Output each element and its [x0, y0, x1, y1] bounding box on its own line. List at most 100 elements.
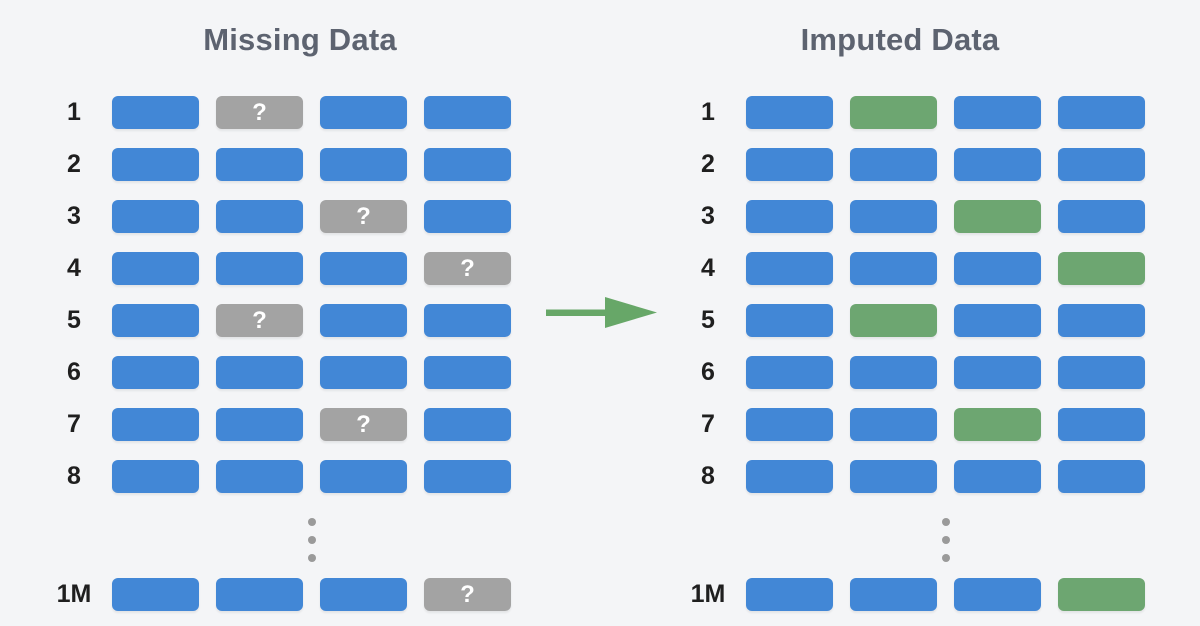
cell-observed — [1058, 96, 1145, 129]
cell-observed — [112, 252, 199, 285]
cell-observed — [320, 252, 407, 285]
cell-observed — [850, 200, 937, 233]
cell-observed — [320, 578, 407, 611]
cell-observed — [112, 96, 199, 129]
data-row-8: 8 — [680, 460, 1162, 493]
cell-missing: ? — [320, 200, 407, 233]
cell-observed — [112, 200, 199, 233]
cell-observed — [216, 460, 303, 493]
row-label: 1 — [701, 98, 715, 126]
cell-observed — [850, 252, 937, 285]
cell-observed — [850, 356, 937, 389]
ellipsis-dot — [307, 554, 316, 562]
cell-observed — [1058, 408, 1145, 441]
cell-observed — [954, 96, 1041, 129]
row-label: 7 — [67, 410, 81, 438]
cell-observed — [746, 200, 833, 233]
cell-observed — [746, 578, 833, 611]
cell-observed — [746, 304, 833, 337]
cell-observed — [850, 460, 937, 493]
cell-observed — [954, 356, 1041, 389]
cell-observed — [850, 148, 937, 181]
data-row-1M: 1M — [680, 578, 1162, 611]
row-label: 1M — [56, 580, 92, 608]
cell-observed — [954, 460, 1041, 493]
cell-observed — [216, 578, 303, 611]
cell-observed — [216, 252, 303, 285]
cell-observed — [424, 200, 511, 233]
cell-observed — [850, 578, 937, 611]
row-label: 4 — [701, 254, 715, 282]
cell-observed — [112, 304, 199, 337]
data-row-6: 6 — [680, 356, 1162, 389]
cell-observed — [216, 200, 303, 233]
data-row-4: 4? — [46, 252, 528, 285]
cell-observed — [112, 356, 199, 389]
ellipsis-dot — [941, 536, 950, 544]
cell-observed — [112, 578, 199, 611]
cell-observed — [746, 356, 833, 389]
row-label: 3 — [67, 202, 81, 230]
data-row-7: 7? — [46, 408, 528, 441]
data-row-6: 6 — [46, 356, 528, 389]
cell-observed — [746, 252, 833, 285]
row-label: 6 — [701, 358, 715, 386]
cell-missing: ? — [216, 96, 303, 129]
data-row-4: 4 — [680, 252, 1162, 285]
cell-missing: ? — [424, 578, 511, 611]
data-row-3: 3? — [46, 200, 528, 233]
cell-observed — [320, 356, 407, 389]
cell-observed — [424, 460, 511, 493]
cell-imputed — [1058, 578, 1145, 611]
cell-imputed — [954, 200, 1041, 233]
data-row-1: 1 — [680, 96, 1162, 129]
ellipsis-dot — [307, 518, 316, 526]
cell-observed — [216, 356, 303, 389]
cell-observed — [112, 408, 199, 441]
missing-data-panel: Missing Data 1? 2 3? 4? 5? 6 7? 8 1M? — [46, 22, 528, 611]
cell-observed — [746, 460, 833, 493]
data-row-7: 7 — [680, 408, 1162, 441]
row-label: 7 — [701, 410, 715, 438]
cell-observed — [424, 304, 511, 337]
imputed-data-panel: Imputed Data 1 2 3 4 5 6 7 8 1M — [600, 0, 1200, 626]
data-row-1: 1? — [46, 96, 528, 129]
row-ellipsis — [680, 512, 1145, 578]
cell-imputed — [850, 96, 937, 129]
ellipsis-dot — [941, 518, 950, 526]
data-row-2: 2 — [680, 148, 1162, 181]
imputed-data-grid: 1 2 3 4 5 6 7 8 1M — [680, 96, 1162, 626]
data-row-3: 3 — [680, 200, 1162, 233]
cell-observed — [1058, 460, 1145, 493]
cell-observed — [424, 408, 511, 441]
cell-observed — [320, 96, 407, 129]
cell-observed — [1058, 356, 1145, 389]
cell-imputed — [1058, 252, 1145, 285]
cell-observed — [1058, 148, 1145, 181]
cell-observed — [1058, 200, 1145, 233]
cell-missing: ? — [216, 304, 303, 337]
data-row-5: 5? — [46, 304, 528, 337]
cell-observed — [954, 252, 1041, 285]
cell-observed — [1058, 304, 1145, 337]
cell-observed — [112, 460, 199, 493]
row-ellipsis — [46, 512, 511, 578]
data-row-8: 8 — [46, 460, 528, 493]
ellipsis-dot — [307, 536, 316, 544]
ellipsis-dot — [941, 554, 950, 562]
cell-missing: ? — [320, 408, 407, 441]
row-label: 3 — [701, 202, 715, 230]
cell-observed — [216, 148, 303, 181]
data-row-2: 2 — [46, 148, 528, 181]
cell-observed — [746, 408, 833, 441]
cell-observed — [424, 148, 511, 181]
cell-observed — [320, 304, 407, 337]
cell-observed — [112, 148, 199, 181]
cell-observed — [216, 408, 303, 441]
cell-imputed — [954, 408, 1041, 441]
row-label: 8 — [701, 462, 715, 490]
panel-title-imputed: Imputed Data — [800, 22, 1000, 57]
row-label: 5 — [67, 306, 81, 334]
row-label: 6 — [67, 358, 81, 386]
cell-observed — [954, 578, 1041, 611]
